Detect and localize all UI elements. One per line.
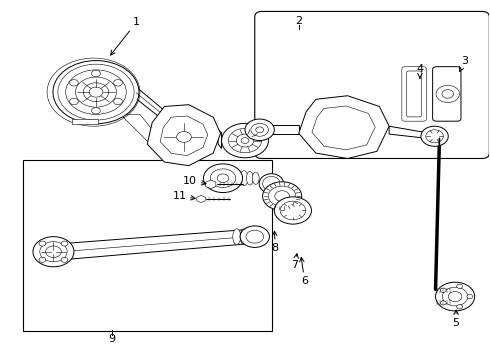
Circle shape <box>114 80 122 86</box>
Circle shape <box>436 85 460 103</box>
Circle shape <box>436 282 475 311</box>
Circle shape <box>241 138 249 143</box>
Polygon shape <box>160 116 208 156</box>
Circle shape <box>217 174 229 183</box>
Circle shape <box>61 257 68 262</box>
Circle shape <box>210 169 236 188</box>
Ellipse shape <box>240 171 248 186</box>
Text: 8: 8 <box>272 231 279 253</box>
Circle shape <box>89 87 103 97</box>
Circle shape <box>39 257 46 262</box>
Circle shape <box>114 98 122 105</box>
Circle shape <box>66 70 126 114</box>
Ellipse shape <box>246 229 254 244</box>
Circle shape <box>448 292 462 302</box>
Ellipse shape <box>252 172 259 184</box>
Polygon shape <box>389 126 431 139</box>
Polygon shape <box>265 126 299 134</box>
Circle shape <box>236 134 254 147</box>
Text: 1: 1 <box>111 17 140 55</box>
Circle shape <box>280 201 306 220</box>
Circle shape <box>92 70 100 77</box>
Polygon shape <box>64 229 247 260</box>
Polygon shape <box>312 106 375 150</box>
Circle shape <box>467 294 473 299</box>
Circle shape <box>221 123 269 158</box>
Circle shape <box>421 126 448 146</box>
Circle shape <box>246 230 264 243</box>
Polygon shape <box>197 195 205 203</box>
Circle shape <box>39 241 46 246</box>
Text: 5: 5 <box>453 310 460 328</box>
Text: 11: 11 <box>172 191 195 201</box>
Circle shape <box>92 108 100 114</box>
Circle shape <box>53 60 139 124</box>
Bar <box>23 160 272 330</box>
Circle shape <box>251 123 269 136</box>
Text: 6: 6 <box>300 257 308 286</box>
Circle shape <box>442 287 468 306</box>
Polygon shape <box>72 119 98 124</box>
Text: 7: 7 <box>291 254 298 270</box>
Circle shape <box>441 301 446 305</box>
Ellipse shape <box>240 229 248 244</box>
Circle shape <box>457 305 463 309</box>
Text: 2: 2 <box>295 17 302 27</box>
Circle shape <box>75 77 117 107</box>
Polygon shape <box>121 114 167 148</box>
Ellipse shape <box>234 170 242 186</box>
Text: 4: 4 <box>416 64 423 78</box>
Circle shape <box>269 186 296 206</box>
FancyBboxPatch shape <box>402 67 426 121</box>
Circle shape <box>70 98 78 105</box>
Polygon shape <box>218 130 221 148</box>
Ellipse shape <box>246 171 253 185</box>
Circle shape <box>40 242 67 262</box>
Polygon shape <box>147 105 220 166</box>
Circle shape <box>275 191 290 202</box>
FancyBboxPatch shape <box>433 67 461 121</box>
Text: 3: 3 <box>460 56 468 71</box>
Circle shape <box>240 226 270 247</box>
Circle shape <box>274 197 312 224</box>
Circle shape <box>245 119 274 140</box>
Circle shape <box>263 182 302 211</box>
Circle shape <box>61 241 68 246</box>
Circle shape <box>33 237 74 267</box>
Polygon shape <box>299 96 389 158</box>
Circle shape <box>58 64 134 120</box>
Circle shape <box>70 80 78 86</box>
Polygon shape <box>136 87 194 144</box>
Circle shape <box>83 83 109 102</box>
Ellipse shape <box>226 169 235 187</box>
FancyBboxPatch shape <box>407 71 421 117</box>
Ellipse shape <box>259 174 284 193</box>
Circle shape <box>441 288 446 292</box>
Text: 10: 10 <box>183 176 206 186</box>
Circle shape <box>442 90 454 98</box>
Circle shape <box>256 127 264 133</box>
Circle shape <box>426 130 443 143</box>
Circle shape <box>176 132 191 142</box>
Text: 9: 9 <box>109 333 116 343</box>
Circle shape <box>46 246 61 257</box>
Ellipse shape <box>233 229 241 244</box>
Ellipse shape <box>263 176 280 191</box>
Circle shape <box>228 129 262 153</box>
Circle shape <box>457 284 463 288</box>
Circle shape <box>203 164 243 193</box>
Polygon shape <box>206 180 216 189</box>
